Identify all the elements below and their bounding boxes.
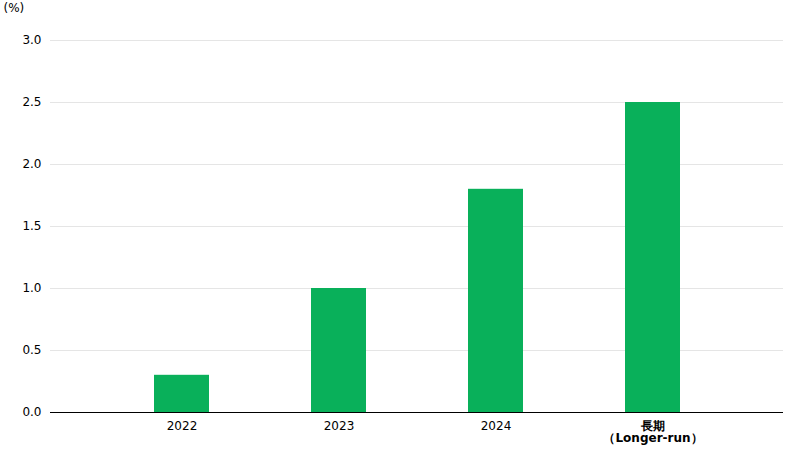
svg-text:2022: 2022 (167, 419, 198, 433)
svg-text:0.0: 0.0 (22, 405, 41, 419)
svg-text:(%): (%) (4, 1, 25, 15)
svg-text:2023: 2023 (324, 419, 355, 433)
svg-text:2.0: 2.0 (22, 157, 41, 171)
svg-text:2.5: 2.5 (22, 95, 41, 109)
svg-text:2024: 2024 (481, 419, 512, 433)
svg-text:長期（Longer-run）: 長期（Longer-run） (603, 419, 702, 445)
svg-text:0.5: 0.5 (22, 343, 41, 357)
svg-text:3.0: 3.0 (22, 33, 41, 47)
svg-text:1.0: 1.0 (22, 281, 41, 295)
svg-text:1.5: 1.5 (22, 219, 41, 233)
